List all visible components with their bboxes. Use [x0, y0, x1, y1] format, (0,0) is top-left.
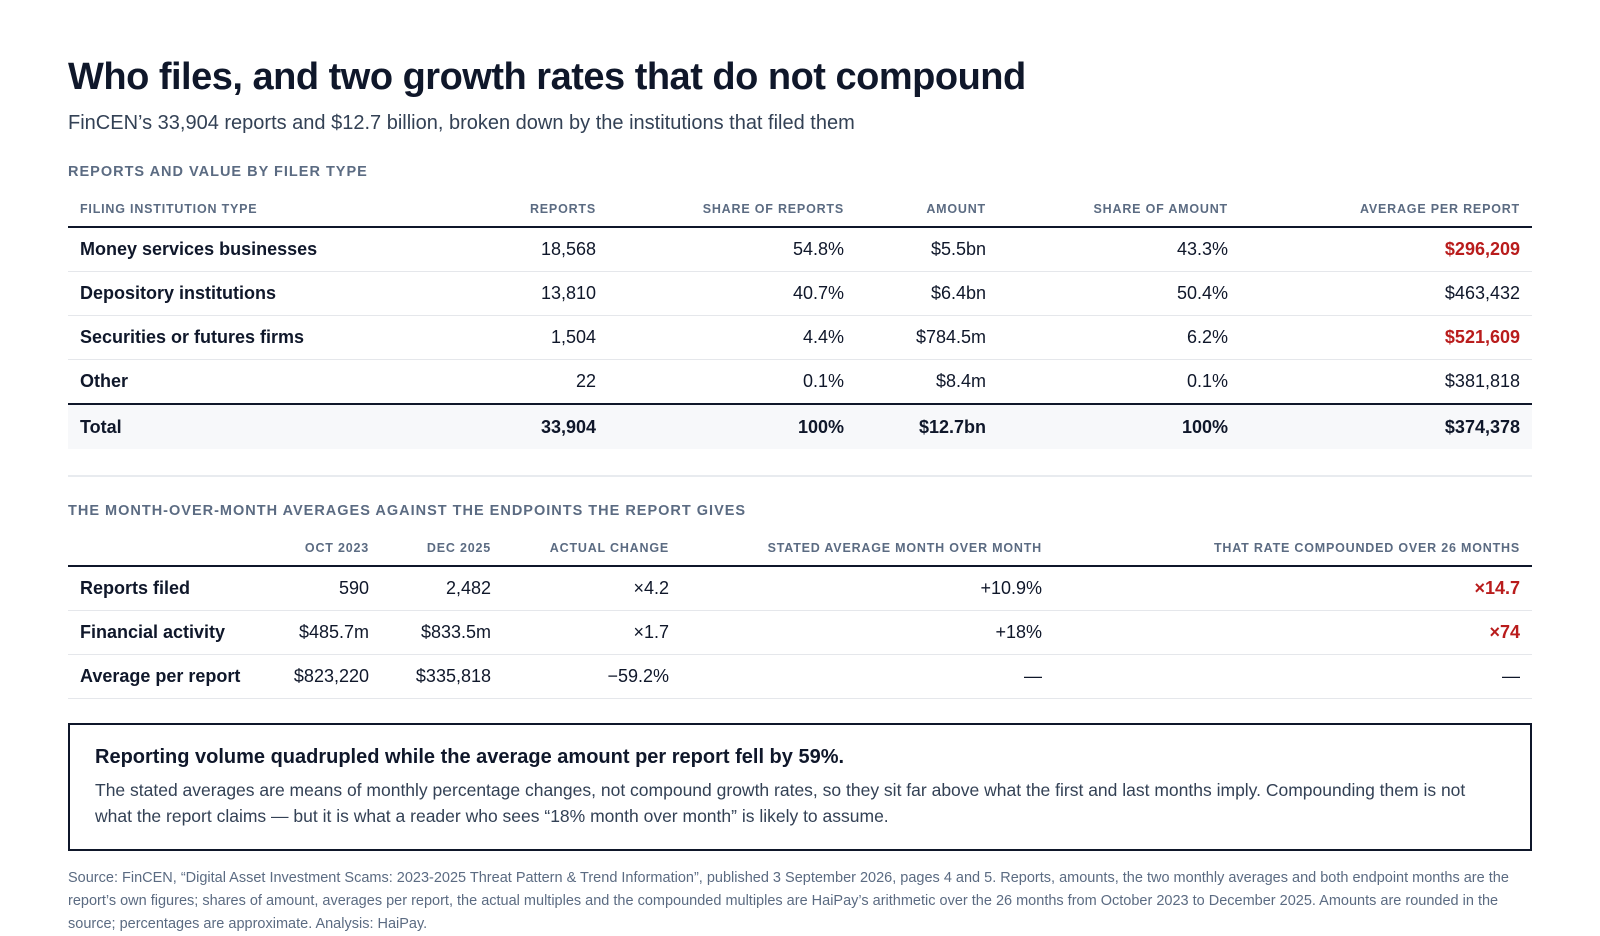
reports-cell: 22: [422, 359, 608, 405]
table-total-row: Total 33,904 100% $12.7bn 100% $374,378: [68, 403, 1532, 449]
metric-cell: Average per report: [68, 654, 262, 699]
column-header-oct-2023: OCT 2023: [262, 529, 381, 567]
amount-cell: $8.4m: [856, 359, 998, 405]
filer-type-cell: Securities or futures firms: [68, 315, 422, 360]
average-per-report-cell: $296,209: [1240, 227, 1532, 272]
column-header-stated-average: STATED AVERAGE MONTH OVER MONTH: [681, 529, 1054, 567]
month-over-month-table: OCT 2023 DEC 2025 ACTUAL CHANGE STATED A…: [68, 529, 1532, 699]
reports-cell: 13,810: [422, 271, 608, 316]
table-row: Money services businesses 18,568 54.8% $…: [68, 227, 1532, 272]
share-of-reports-cell: 54.8%: [608, 227, 856, 272]
section-heading-month-over-month: THE MONTH-OVER-MONTH AVERAGES AGAINST TH…: [68, 503, 747, 519]
share-of-amount-cell: 0.1%: [998, 359, 1240, 405]
page-title: Who files, and two growth rates that do …: [68, 56, 1026, 98]
section-divider: [68, 475, 1532, 477]
column-header-share-of-reports: SHARE OF REPORTS: [608, 190, 856, 228]
dec-2025-cell: 2,482: [381, 566, 503, 611]
stated-average-cell: +18%: [681, 610, 1054, 655]
filer-type-cell: Depository institutions: [68, 271, 422, 316]
oct-2023-cell: $823,220: [262, 654, 381, 699]
share-of-reports-cell: 40.7%: [608, 271, 856, 316]
table-row: Financial activity $485.7m $833.5m ×1.7 …: [68, 610, 1532, 655]
filer-type-table: FILING INSTITUTION TYPE REPORTS SHARE OF…: [68, 190, 1532, 449]
stated-average-cell: +10.9%: [681, 566, 1054, 611]
total-share-of-reports-cell: 100%: [608, 403, 856, 449]
filer-type-cell: Money services businesses: [68, 227, 422, 272]
total-label-cell: Total: [68, 403, 422, 449]
table-header-row: OCT 2023 DEC 2025 ACTUAL CHANGE STATED A…: [68, 529, 1532, 567]
total-reports-cell: 33,904: [422, 403, 608, 449]
dec-2025-cell: $335,818: [381, 654, 503, 699]
metric-cell: Financial activity: [68, 610, 262, 655]
reports-cell: 1,504: [422, 315, 608, 360]
total-share-of-amount-cell: 100%: [998, 403, 1240, 449]
table-row: Average per report $823,220 $335,818 −59…: [68, 654, 1532, 699]
share-of-amount-cell: 50.4%: [998, 271, 1240, 316]
callout-title: Reporting volume quadrupled while the av…: [95, 746, 845, 768]
actual-change-cell: −59.2%: [503, 654, 681, 699]
table-row: Depository institutions 13,810 40.7% $6.…: [68, 271, 1532, 316]
amount-cell: $5.5bn: [856, 227, 998, 272]
column-header-metric: [68, 529, 262, 567]
oct-2023-cell: 590: [262, 566, 381, 611]
metric-cell: Reports filed: [68, 566, 262, 611]
actual-change-cell: ×4.2: [503, 566, 681, 611]
column-header-average-per-report: AVERAGE PER REPORT: [1240, 190, 1532, 228]
table-row: Securities or futures firms 1,504 4.4% $…: [68, 315, 1532, 360]
callout-body: The stated averages are means of monthly…: [95, 780, 1466, 826]
share-of-amount-cell: 43.3%: [998, 227, 1240, 272]
table-row: Reports filed 590 2,482 ×4.2 +10.9% ×14.…: [68, 566, 1532, 611]
average-per-report-cell: $521,609: [1240, 315, 1532, 360]
column-header-compounded: THAT RATE COMPOUNDED OVER 26 MONTHS: [1054, 529, 1532, 567]
table-row: Other 22 0.1% $8.4m 0.1% $381,818: [68, 359, 1532, 405]
average-per-report-cell: $463,432: [1240, 271, 1532, 316]
source-note: Source: FinCEN, “Digital Asset Investmen…: [68, 870, 1509, 932]
callout-box: Reporting volume quadrupled while the av…: [68, 723, 1532, 851]
amount-cell: $784.5m: [856, 315, 998, 360]
oct-2023-cell: $485.7m: [262, 610, 381, 655]
column-header-dec-2025: DEC 2025: [381, 529, 503, 567]
page-subtitle: FinCEN’s 33,904 reports and $12.7 billio…: [68, 112, 855, 134]
dec-2025-cell: $833.5m: [381, 610, 503, 655]
actual-change-cell: ×1.7: [503, 610, 681, 655]
column-header-reports: REPORTS: [422, 190, 608, 228]
average-per-report-cell: $381,818: [1240, 359, 1532, 405]
reports-cell: 18,568: [422, 227, 608, 272]
compounded-cell: ×14.7: [1054, 566, 1532, 611]
column-header-actual-change: ACTUAL CHANGE: [503, 529, 681, 567]
column-header-filing-institution-type: FILING INSTITUTION TYPE: [68, 190, 422, 228]
share-of-reports-cell: 0.1%: [608, 359, 856, 405]
compounded-cell: ×74: [1054, 610, 1532, 655]
share-of-amount-cell: 6.2%: [998, 315, 1240, 360]
stated-average-cell: —: [681, 654, 1054, 699]
total-average-per-report-cell: $374,378: [1240, 403, 1532, 449]
total-amount-cell: $12.7bn: [856, 403, 998, 449]
column-header-amount: AMOUNT: [856, 190, 998, 228]
table-header-row: FILING INSTITUTION TYPE REPORTS SHARE OF…: [68, 190, 1532, 228]
section-heading-filer-type: REPORTS AND VALUE BY FILER TYPE: [68, 164, 368, 180]
filer-type-cell: Other: [68, 359, 422, 405]
compounded-cell: —: [1054, 654, 1532, 699]
share-of-reports-cell: 4.4%: [608, 315, 856, 360]
column-header-share-of-amount: SHARE OF AMOUNT: [998, 190, 1240, 228]
amount-cell: $6.4bn: [856, 271, 998, 316]
